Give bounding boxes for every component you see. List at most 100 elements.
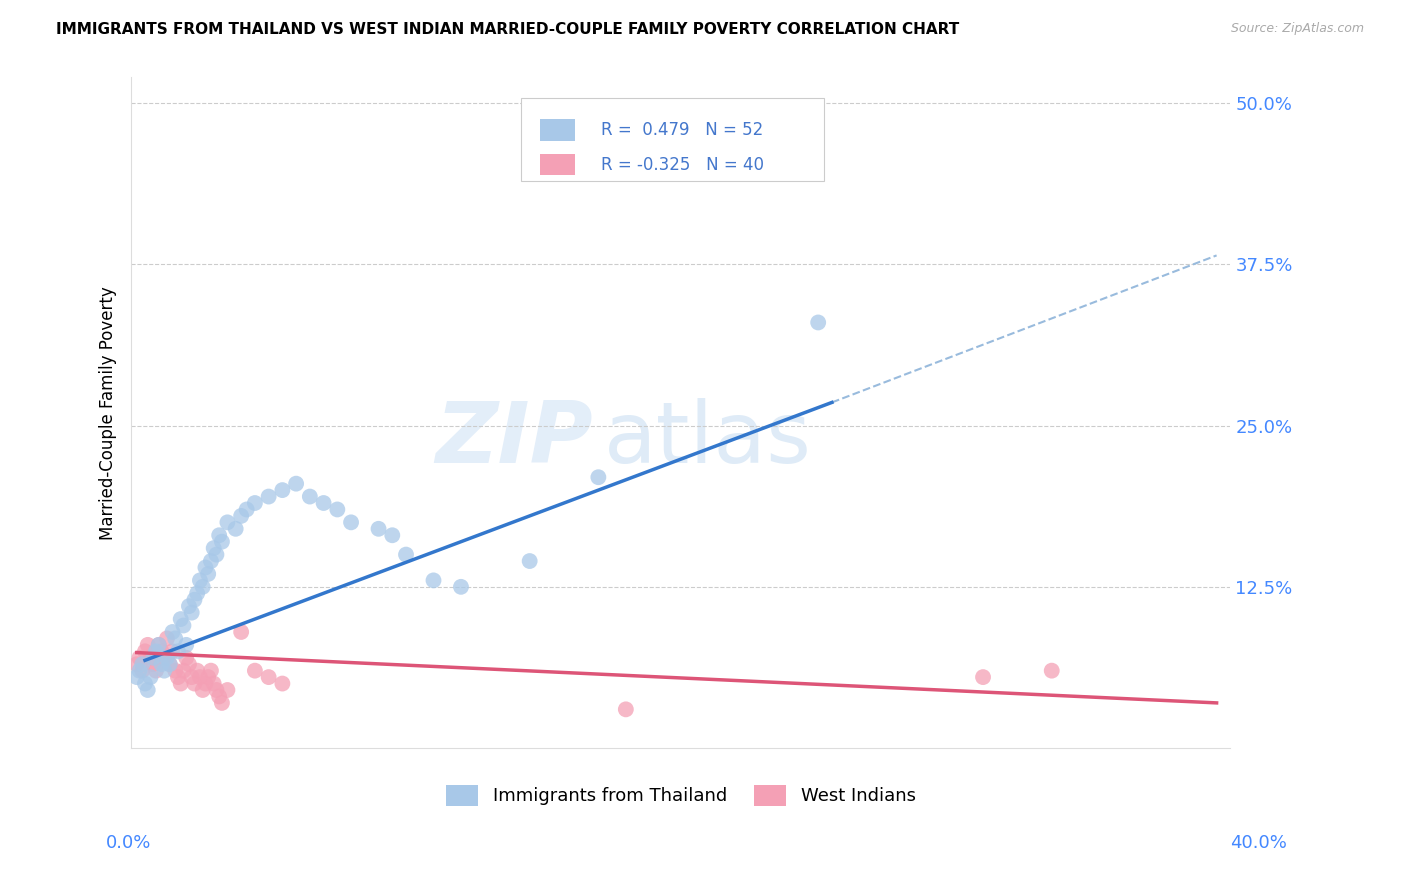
Point	[614, 702, 637, 716]
Y-axis label: Married-Couple Family Poverty: Married-Couple Family Poverty	[100, 285, 117, 540]
Point	[208, 528, 231, 542]
Point	[174, 638, 197, 652]
Point	[156, 650, 179, 665]
Point	[177, 657, 200, 672]
Text: IMMIGRANTS FROM THAILAND VS WEST INDIAN MARRIED-COUPLE FAMILY POVERTY CORRELATIO: IMMIGRANTS FROM THAILAND VS WEST INDIAN …	[56, 22, 959, 37]
Point	[174, 650, 197, 665]
Point	[340, 516, 363, 530]
Text: 0.0%: 0.0%	[105, 834, 150, 852]
Point	[170, 612, 193, 626]
Point	[165, 632, 187, 646]
Point	[235, 502, 257, 516]
Point	[217, 516, 239, 530]
Point	[257, 490, 280, 504]
Point	[153, 664, 176, 678]
Point	[200, 664, 222, 678]
FancyBboxPatch shape	[522, 97, 824, 181]
Point	[225, 522, 247, 536]
Point	[200, 554, 222, 568]
Point	[145, 664, 167, 678]
Point	[298, 490, 321, 504]
Point	[165, 664, 187, 678]
Point	[125, 670, 148, 684]
Text: R = -0.325   N = 40: R = -0.325 N = 40	[600, 155, 763, 174]
Point	[167, 644, 190, 658]
Point	[170, 676, 193, 690]
Point	[139, 650, 162, 665]
Point	[217, 683, 239, 698]
Point	[128, 664, 150, 678]
Point	[191, 683, 214, 698]
Point	[197, 670, 219, 684]
Point	[188, 670, 211, 684]
Text: R =  0.479   N = 52: R = 0.479 N = 52	[600, 120, 763, 139]
Point	[162, 644, 184, 658]
Text: 40.0%: 40.0%	[1230, 834, 1286, 852]
Point	[148, 638, 170, 652]
Point	[134, 644, 156, 658]
Point	[588, 470, 610, 484]
Point	[177, 599, 200, 614]
Point	[156, 632, 179, 646]
Point	[167, 670, 190, 684]
Point	[395, 548, 418, 562]
Point	[271, 483, 294, 497]
Point	[172, 664, 194, 678]
Point	[243, 496, 266, 510]
Point	[1040, 664, 1063, 678]
Point	[326, 502, 349, 516]
Point	[205, 683, 228, 698]
Point	[159, 657, 181, 672]
Point	[205, 548, 228, 562]
Legend: Immigrants from Thailand, West Indians: Immigrants from Thailand, West Indians	[439, 778, 924, 813]
Point	[194, 560, 217, 574]
Point	[285, 476, 308, 491]
Text: ZIP: ZIP	[436, 398, 593, 481]
Point	[150, 644, 173, 658]
Point	[186, 586, 208, 600]
Point	[194, 676, 217, 690]
Point	[145, 644, 167, 658]
Point	[142, 657, 165, 672]
Point	[136, 638, 159, 652]
Point	[148, 638, 170, 652]
Point	[128, 650, 150, 665]
Point	[211, 534, 233, 549]
Text: atlas: atlas	[603, 398, 811, 481]
Point	[367, 522, 389, 536]
Point	[142, 650, 165, 665]
Point	[257, 670, 280, 684]
Point	[180, 606, 202, 620]
Point	[271, 676, 294, 690]
Point	[186, 664, 208, 678]
Point	[381, 528, 404, 542]
Point	[183, 676, 205, 690]
Text: Source: ZipAtlas.com: Source: ZipAtlas.com	[1230, 22, 1364, 36]
Point	[202, 676, 225, 690]
Bar	[540, 153, 575, 175]
Point	[231, 624, 253, 639]
Point	[450, 580, 472, 594]
Point	[208, 690, 231, 704]
Point	[131, 657, 153, 672]
Point	[422, 574, 444, 588]
Point	[131, 664, 153, 678]
Point	[150, 657, 173, 672]
Point	[162, 624, 184, 639]
Point	[188, 574, 211, 588]
Point	[183, 592, 205, 607]
Point	[180, 670, 202, 684]
Point	[519, 554, 541, 568]
Point	[231, 508, 253, 523]
Point	[211, 696, 233, 710]
Point	[136, 683, 159, 698]
Point	[972, 670, 994, 684]
Point	[807, 316, 830, 330]
Point	[139, 670, 162, 684]
Point	[172, 618, 194, 632]
Point	[153, 650, 176, 665]
Point	[202, 541, 225, 556]
Point	[134, 676, 156, 690]
Point	[159, 657, 181, 672]
Point	[125, 657, 148, 672]
